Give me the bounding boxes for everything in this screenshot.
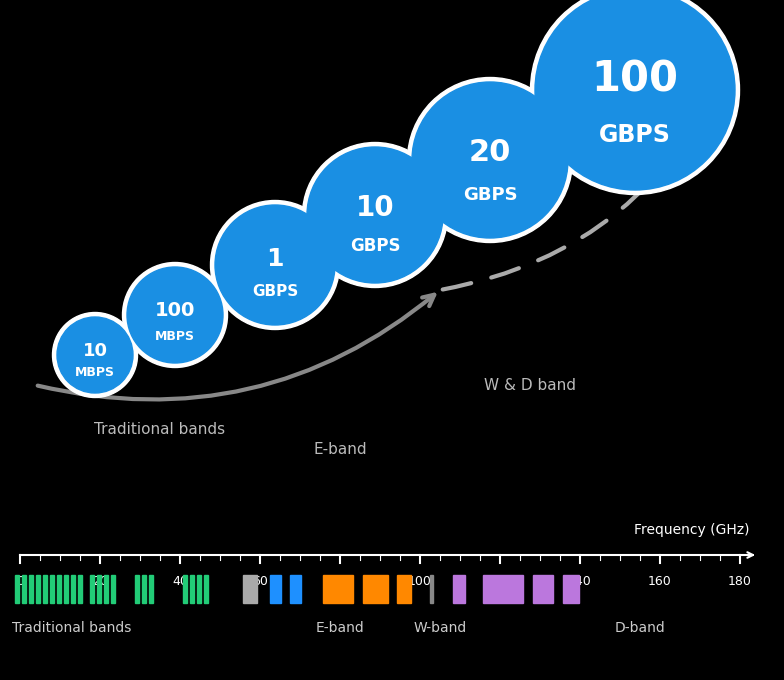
Circle shape bbox=[210, 201, 339, 330]
Bar bbox=[111, 575, 115, 603]
Bar bbox=[15, 575, 19, 603]
Text: 120: 120 bbox=[488, 575, 512, 588]
Bar bbox=[563, 575, 579, 603]
Bar bbox=[90, 575, 94, 603]
Circle shape bbox=[408, 78, 572, 243]
Text: 100: 100 bbox=[154, 301, 195, 320]
Bar bbox=[183, 575, 187, 603]
Text: GBPS: GBPS bbox=[599, 123, 671, 147]
Bar bbox=[36, 575, 40, 603]
Text: 80: 80 bbox=[332, 575, 348, 588]
Bar bbox=[43, 575, 47, 603]
Text: 140: 140 bbox=[568, 575, 592, 588]
Circle shape bbox=[53, 313, 137, 398]
Bar bbox=[483, 575, 523, 603]
Text: MBPS: MBPS bbox=[155, 330, 195, 343]
Text: Traditional bands: Traditional bands bbox=[13, 621, 132, 635]
Text: 40: 40 bbox=[172, 575, 188, 588]
Bar bbox=[243, 575, 257, 603]
Text: Frequency (GHz): Frequency (GHz) bbox=[634, 523, 750, 537]
Bar bbox=[29, 575, 33, 603]
Text: 160: 160 bbox=[648, 575, 672, 588]
Bar bbox=[430, 575, 433, 603]
Bar bbox=[533, 575, 553, 603]
Text: Traditional bands: Traditional bands bbox=[94, 422, 226, 437]
Text: 1: 1 bbox=[267, 247, 284, 271]
Bar bbox=[57, 575, 61, 603]
Bar bbox=[453, 575, 465, 603]
Text: E-band: E-band bbox=[313, 443, 367, 458]
Text: 180: 180 bbox=[728, 575, 752, 588]
Bar bbox=[71, 575, 75, 603]
Circle shape bbox=[412, 82, 568, 238]
Circle shape bbox=[215, 205, 335, 325]
Bar bbox=[78, 575, 82, 603]
Text: W-band: W-band bbox=[413, 621, 466, 635]
Text: 10: 10 bbox=[82, 342, 107, 360]
Text: GBPS: GBPS bbox=[463, 186, 517, 204]
Bar bbox=[135, 575, 139, 603]
Text: 60: 60 bbox=[252, 575, 268, 588]
Circle shape bbox=[535, 0, 735, 190]
Bar bbox=[97, 575, 101, 603]
FancyArrowPatch shape bbox=[38, 294, 434, 399]
Bar bbox=[204, 575, 208, 603]
Text: 20: 20 bbox=[469, 138, 511, 167]
Bar bbox=[104, 575, 108, 603]
Circle shape bbox=[303, 143, 448, 288]
Bar bbox=[190, 575, 194, 603]
Bar bbox=[397, 575, 411, 603]
Circle shape bbox=[127, 267, 223, 363]
Bar bbox=[142, 575, 146, 603]
Text: W & D band: W & D band bbox=[484, 377, 576, 392]
Bar bbox=[64, 575, 68, 603]
Bar bbox=[363, 575, 388, 603]
Text: 10: 10 bbox=[356, 194, 394, 222]
Bar bbox=[323, 575, 353, 603]
Text: GBPS: GBPS bbox=[350, 237, 401, 254]
Text: 20: 20 bbox=[92, 575, 108, 588]
Bar bbox=[290, 575, 301, 603]
Circle shape bbox=[531, 0, 739, 194]
Text: E-band: E-band bbox=[316, 621, 365, 635]
Text: 100: 100 bbox=[591, 59, 678, 101]
Bar bbox=[50, 575, 54, 603]
Bar bbox=[270, 575, 281, 603]
Text: GBPS: GBPS bbox=[252, 284, 298, 299]
FancyArrowPatch shape bbox=[443, 57, 728, 290]
Circle shape bbox=[122, 262, 227, 367]
Text: D-band: D-band bbox=[615, 621, 666, 635]
Text: 0: 0 bbox=[16, 575, 24, 588]
Text: MBPS: MBPS bbox=[75, 366, 115, 379]
Circle shape bbox=[57, 317, 133, 393]
Text: 100: 100 bbox=[408, 575, 432, 588]
Circle shape bbox=[307, 147, 443, 283]
Bar bbox=[149, 575, 153, 603]
Bar bbox=[22, 575, 26, 603]
Bar bbox=[197, 575, 201, 603]
